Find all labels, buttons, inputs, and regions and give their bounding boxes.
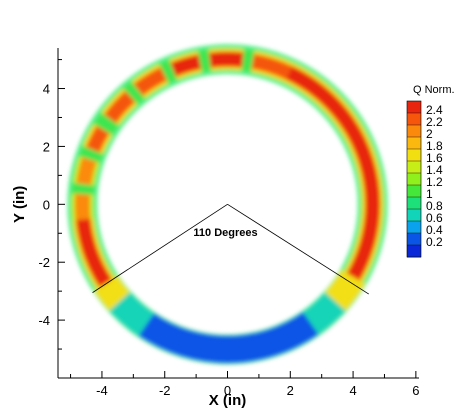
colorbar-swatch	[407, 137, 421, 150]
y-axis-title: Y (in)	[11, 186, 28, 223]
ring-segment	[109, 292, 155, 337]
colorbar-label: 0.8	[426, 199, 443, 213]
colorbar-swatch	[407, 161, 421, 174]
colorbar-swatch	[407, 197, 421, 210]
colorbar-swatch	[407, 173, 421, 186]
ring-segment	[251, 53, 293, 80]
colorbar-label: 1.8	[426, 139, 443, 153]
ring-segment	[138, 313, 228, 364]
ring-segment	[104, 90, 136, 124]
angle-annotation: 110 Degrees	[92, 203, 369, 295]
ring-segment	[285, 65, 381, 281]
colorbar-label: 0.4	[426, 223, 443, 237]
angle-ray-right	[227, 203, 369, 295]
colorbar-swatch	[407, 113, 421, 126]
colorbar-label: 2.4	[426, 103, 443, 117]
ring-segment	[208, 51, 244, 68]
colorbar-swatch	[407, 185, 421, 198]
x-tick-label: 2	[287, 383, 294, 398]
colorbar-swatch	[407, 245, 421, 258]
ring-segment	[94, 275, 130, 311]
ring-segment	[75, 218, 113, 288]
colorbar-label: 0.2	[426, 235, 443, 249]
y-tick-label: -2	[38, 255, 50, 270]
x-tick-label: 4	[349, 383, 356, 398]
colorbar-swatch	[407, 209, 421, 222]
y-tick-label: 2	[43, 139, 50, 154]
ring-segment	[302, 292, 346, 335]
ring-segment	[85, 125, 110, 153]
colorbar-title: Q Norm.	[413, 84, 455, 96]
x-axis-title: X (in)	[209, 392, 247, 409]
colorbar-label: 2.2	[426, 115, 443, 129]
colorbar-swatch	[407, 221, 421, 234]
colorbar-label: 1.6	[426, 151, 443, 165]
ring-segment	[133, 67, 168, 96]
ring-outer-edge	[67, 44, 388, 365]
y-tick-label: 4	[43, 82, 50, 97]
x-tick-label: -2	[159, 383, 171, 398]
ring-segment	[227, 311, 319, 364]
colorbar-frame	[406, 100, 422, 258]
colorbar-swatch	[407, 149, 421, 162]
colorbar-swatch	[407, 101, 421, 114]
ring-segment	[74, 193, 91, 221]
ring-segment	[76, 157, 97, 186]
colorbar-legend: Q Norm. 2.42.221.81.61.41.210.80.60.40.2	[406, 84, 455, 258]
ring-heatmap	[67, 44, 388, 365]
colorbar-label: 2	[426, 127, 433, 141]
angle-annotation-label: 110 Degrees	[193, 227, 257, 239]
colorbar-label: 0.6	[426, 211, 443, 225]
ring-segment	[170, 54, 202, 77]
colorbar-swatch	[407, 125, 421, 138]
x-tick-label: -4	[96, 383, 108, 398]
colorbar-label: 1.2	[426, 175, 443, 189]
x-tick-label: 0	[224, 383, 231, 398]
angle-ray-left	[92, 203, 228, 293]
colorbar-label: 1	[426, 187, 433, 201]
y-tick-label: -4	[38, 313, 50, 328]
x-tick-label: 6	[412, 383, 419, 398]
y-tick-label: 0	[43, 197, 50, 212]
ring-segment	[324, 269, 366, 311]
colorbar-swatch	[407, 233, 421, 246]
axes: -4 -2 0 2 4 6 -4 -2 0 2 4	[38, 48, 419, 398]
colorbar-label: 1.4	[426, 163, 443, 177]
